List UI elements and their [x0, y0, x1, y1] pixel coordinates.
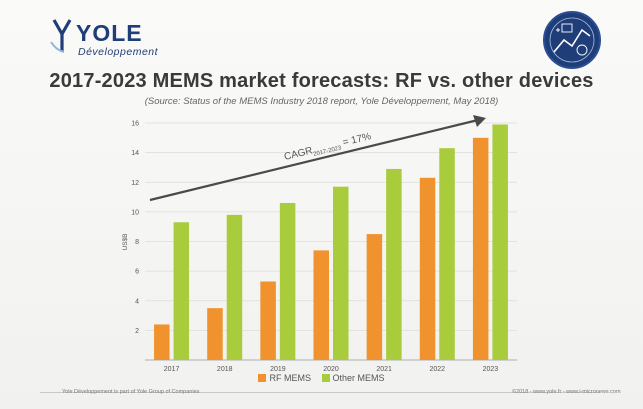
legend-item-rf: RF MEMS [258, 373, 311, 383]
logo-name: YOLE [76, 20, 143, 46]
bar-other-mems [492, 124, 508, 360]
bar-other-mems [439, 148, 455, 360]
legend-label-other: Other MEMS [332, 373, 385, 383]
x-tick-label: 2018 [217, 366, 233, 373]
legend-swatch-other [321, 374, 330, 382]
x-tick-label: 2021 [376, 366, 392, 373]
y-axis-label: US$B [122, 234, 129, 251]
y-tick-label: 4 [135, 298, 139, 305]
bar-rf-mems [207, 308, 223, 360]
y-tick-label: 6 [135, 269, 139, 276]
y-tick-label: 10 [131, 209, 139, 216]
footer-left-text: Yole Développement is part of Yole Group… [62, 389, 200, 395]
y-tick-label: 12 [131, 180, 139, 187]
logo-subtitle: Développement [78, 46, 159, 58]
legend-label-rf: RF MEMS [269, 373, 311, 383]
bar-other-mems [226, 214, 243, 360]
bar-rf-mems [313, 250, 329, 360]
x-tick-label: 2023 [483, 366, 499, 373]
y-tick-label: 8 [135, 239, 139, 246]
x-tick-label: 2022 [429, 366, 445, 373]
bar-other-mems [386, 168, 402, 360]
cagr-arrow-head [473, 115, 486, 127]
bar-rf-mems [419, 177, 436, 360]
cagr-arrow-line [149, 118, 479, 202]
bar-rf-mems [366, 234, 383, 360]
x-tick-label: 2019 [270, 366, 286, 373]
x-tick-label: 2017 [164, 366, 180, 373]
bar-other-mems [173, 222, 190, 360]
bar-other-mems [333, 186, 349, 360]
y-tick-label: 2 [135, 328, 139, 335]
y-tick-label: 14 [131, 150, 139, 157]
footer-right-text: ©2018 - www.yole.fr - www.i-micronews.co… [512, 389, 621, 395]
legend-swatch-rf [258, 374, 267, 382]
bar-rf-mems [154, 324, 170, 360]
footer-divider [40, 392, 600, 393]
y-tick-label: 16 [131, 121, 139, 128]
chart-legend: RF MEMS Other MEMS [0, 373, 643, 384]
x-tick-label: 2020 [323, 366, 339, 373]
legend-item-other: Other MEMS [321, 373, 385, 383]
bar-rf-mems [472, 137, 489, 360]
bar-other-mems [279, 202, 296, 360]
report-badge-icon [543, 11, 601, 69]
page-subtitle: (Source: Status of the MEMS Industry 201… [144, 96, 499, 107]
bar-rf-mems [260, 281, 276, 360]
yole-logo-mark-icon [50, 19, 72, 53]
page-title: 2017-2023 MEMS market forecasts: RF vs. … [49, 70, 594, 92]
yole-logo: YOLE Développement [50, 14, 170, 60]
